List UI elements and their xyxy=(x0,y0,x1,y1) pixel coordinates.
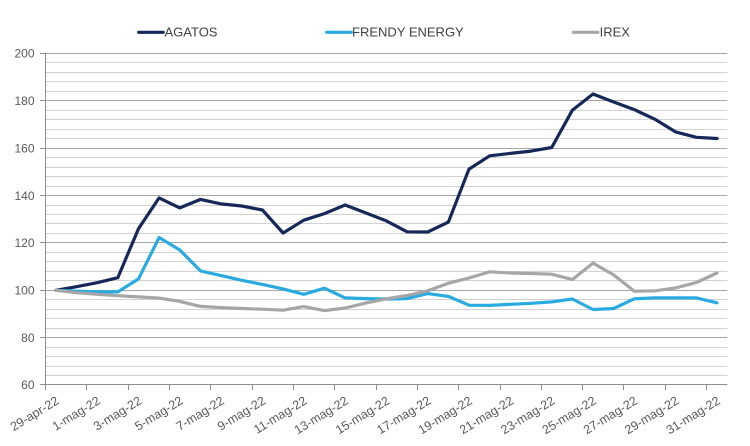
svg-text:160: 160 xyxy=(14,141,34,155)
svg-text:180: 180 xyxy=(14,94,34,108)
svg-text:60: 60 xyxy=(21,378,35,392)
svg-text:AGATOS: AGATOS xyxy=(165,25,218,40)
svg-text:140: 140 xyxy=(14,189,34,203)
svg-text:IREX: IREX xyxy=(600,25,631,40)
svg-text:FRENDY ENERGY: FRENDY ENERGY xyxy=(352,25,464,40)
svg-text:200: 200 xyxy=(14,47,34,61)
svg-text:80: 80 xyxy=(21,331,35,345)
svg-text:100: 100 xyxy=(14,284,34,298)
svg-text:120: 120 xyxy=(14,236,34,250)
